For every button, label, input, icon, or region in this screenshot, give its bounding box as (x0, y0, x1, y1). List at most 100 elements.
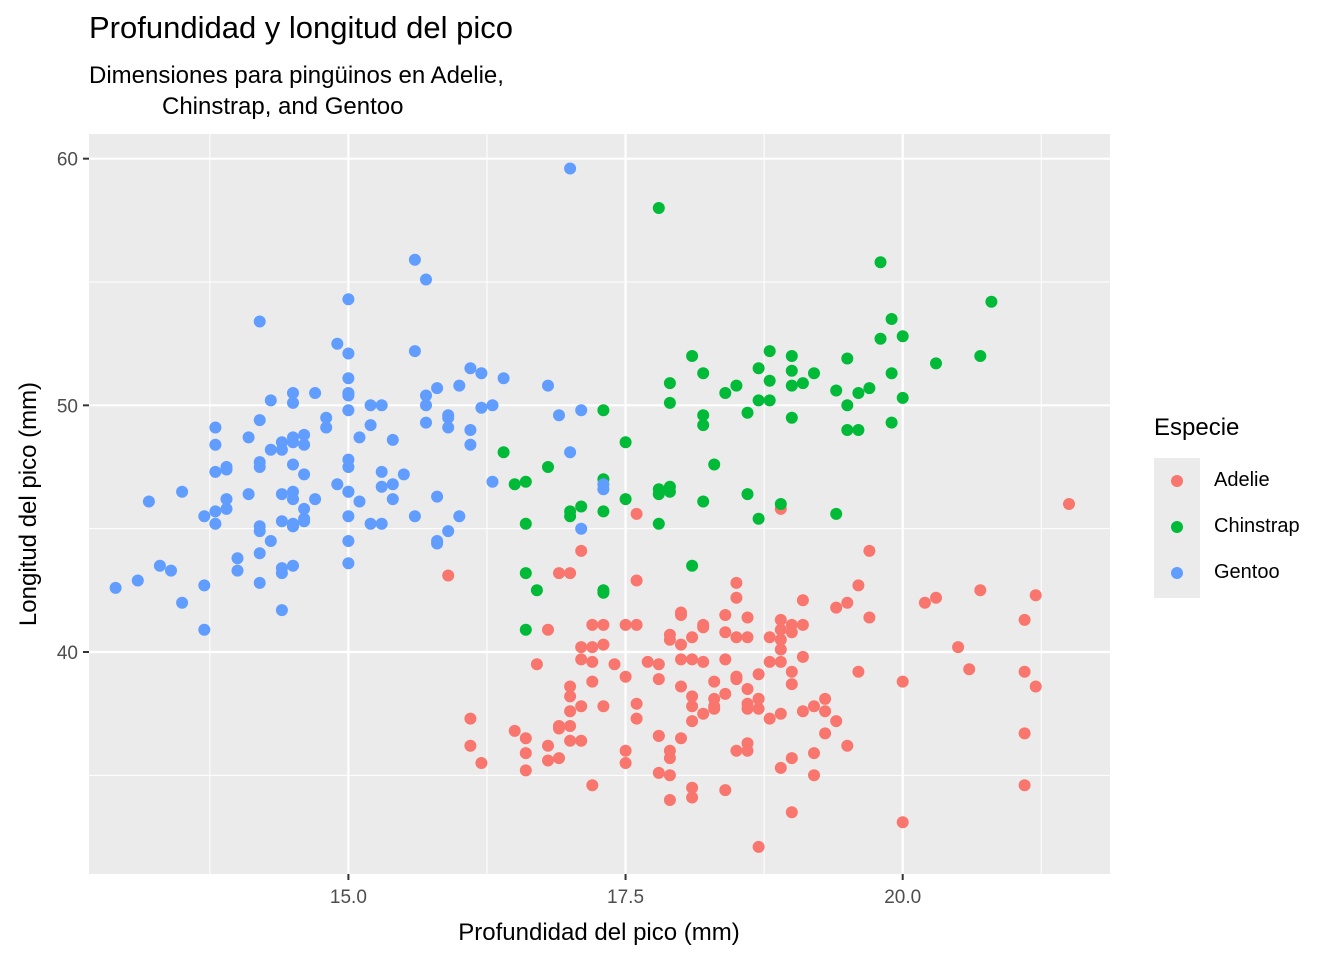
point-adelie (686, 791, 699, 804)
point-adelie (1063, 498, 1075, 510)
point-adelie (808, 747, 820, 760)
point-gentoo (420, 389, 432, 402)
point-gentoo (353, 431, 366, 444)
point-adelie (1018, 779, 1031, 792)
point-adelie (730, 576, 743, 589)
point-chinstrap (597, 404, 610, 417)
point-adelie (774, 707, 787, 720)
point-chinstrap (974, 350, 987, 362)
point-adelie (553, 722, 565, 735)
point-adelie (575, 700, 588, 713)
point-adelie (641, 655, 654, 668)
point-adelie (852, 579, 865, 592)
y-tick-label: 40 (57, 643, 78, 664)
point-gentoo (165, 564, 177, 577)
point-chinstrap (597, 584, 610, 597)
point-gentoo (386, 478, 399, 491)
point-gentoo (242, 431, 255, 444)
point-gentoo (475, 367, 488, 380)
point-gentoo (575, 404, 588, 417)
point-adelie (719, 784, 732, 797)
point-adelie (686, 631, 699, 644)
point-chinstrap (796, 377, 809, 390)
point-gentoo (331, 478, 344, 491)
point-adelie (686, 690, 699, 703)
point-adelie (564, 705, 577, 718)
point-adelie (519, 764, 532, 777)
point-gentoo (486, 475, 499, 488)
axes: 15.0 17.5 20.0 40 50 60 (57, 150, 921, 908)
point-chinstrap (697, 419, 710, 432)
point-gentoo (176, 485, 189, 498)
point-adelie (652, 729, 665, 742)
point-chinstrap (686, 559, 699, 572)
point-chinstrap (885, 416, 898, 429)
point-gentoo (564, 162, 577, 175)
legend-key-adelie (1171, 475, 1183, 487)
point-adelie (686, 700, 699, 713)
point-adelie (752, 692, 765, 705)
point-adelie (564, 720, 577, 732)
point-adelie (553, 567, 565, 580)
point-gentoo (231, 564, 244, 577)
point-gentoo (298, 468, 311, 481)
point-adelie (741, 744, 754, 757)
point-adelie (785, 678, 798, 691)
x-axis-label: Profundidad del pico (mm) (458, 919, 739, 946)
point-adelie (785, 752, 798, 765)
point-adelie (630, 618, 643, 631)
point-gentoo (253, 414, 266, 427)
point-chinstrap (841, 424, 854, 436)
point-adelie (819, 705, 832, 718)
point-gentoo (464, 438, 477, 451)
point-adelie (652, 766, 665, 779)
point-adelie (896, 675, 909, 688)
point-chinstrap (808, 367, 820, 380)
point-adelie (1018, 665, 1031, 678)
point-gentoo (464, 424, 477, 436)
point-chinstrap (752, 394, 765, 407)
point-gentoo (342, 404, 355, 417)
point-gentoo (475, 401, 488, 414)
point-gentoo (342, 372, 355, 385)
point-gentoo (553, 409, 565, 422)
point-adelie (586, 655, 599, 668)
point-chinstrap (896, 330, 909, 343)
point-adelie (586, 779, 599, 792)
point-adelie (774, 633, 787, 646)
point-chinstrap (852, 424, 865, 436)
point-adelie (686, 781, 699, 794)
point-chinstrap (564, 505, 577, 518)
point-adelie (918, 596, 931, 609)
point-gentoo (420, 416, 432, 429)
chart-title: Profundidad y longitud del pico (89, 10, 513, 45)
point-gentoo (342, 461, 355, 473)
point-chinstrap (530, 584, 543, 597)
point-chinstrap (708, 458, 721, 471)
point-gentoo (287, 387, 299, 399)
point-adelie (564, 567, 577, 580)
point-gentoo (453, 510, 466, 523)
point-gentoo (298, 515, 311, 528)
point-chinstrap (830, 507, 843, 520)
point-adelie (663, 769, 676, 782)
point-adelie (863, 544, 876, 557)
point-adelie (708, 675, 721, 688)
point-gentoo (420, 273, 432, 286)
point-adelie (597, 638, 610, 651)
point-gentoo (497, 372, 510, 385)
point-adelie (774, 761, 787, 774)
point-adelie (863, 611, 876, 624)
point-adelie (686, 653, 699, 666)
point-gentoo (275, 488, 288, 501)
point-adelie (1029, 589, 1042, 602)
y-tick-label: 50 (57, 396, 78, 417)
point-adelie (564, 690, 577, 703)
subtitle-line-1: Dimensiones para pingüinos en Adelie, (89, 62, 504, 89)
point-chinstrap (874, 332, 887, 345)
point-gentoo (198, 510, 211, 523)
point-gentoo (209, 505, 222, 518)
point-chinstrap (663, 377, 676, 390)
legend-key-chinstrap (1171, 521, 1183, 533)
point-gentoo (564, 446, 577, 459)
